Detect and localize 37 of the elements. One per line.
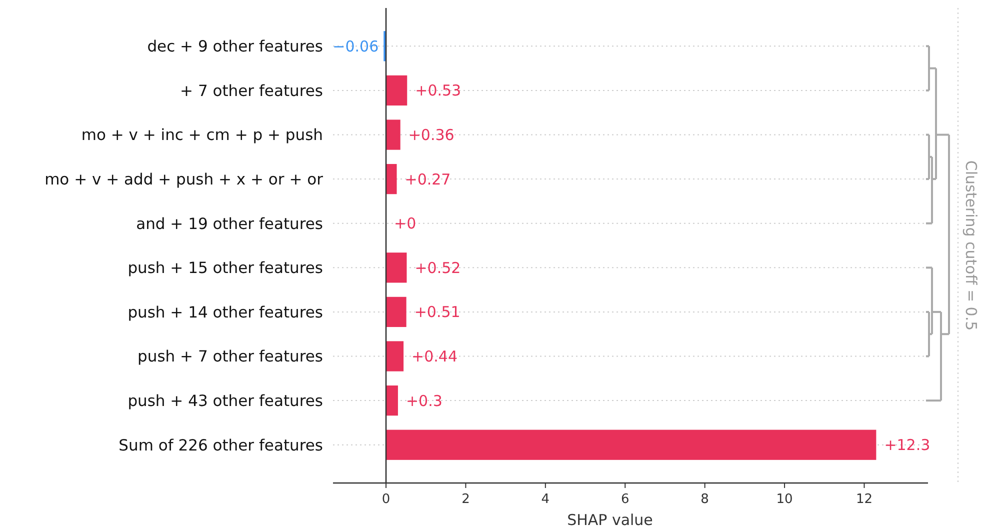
y-tick-label: + 7 other features	[180, 82, 323, 100]
bar	[386, 385, 398, 416]
data-label: +0.52	[414, 258, 461, 277]
bar	[386, 75, 408, 106]
x-tick-label: 12	[856, 492, 873, 507]
y-tick-label: Sum of 226 other features	[118, 436, 323, 454]
bar	[386, 430, 876, 460]
data-label: +0.53	[415, 82, 462, 100]
x-tick-label: 4	[541, 492, 550, 507]
y-tick-label: push + 7 other features	[138, 348, 323, 366]
data-label: +0.27	[404, 170, 451, 188]
data-label: +12.3	[884, 436, 930, 454]
y-tick-label: and + 19 other features	[136, 214, 323, 233]
x-axis-title: SHAP value	[567, 511, 653, 529]
data-label: +0.51	[414, 303, 460, 322]
data-label: +0	[394, 214, 416, 233]
x-tick-label: 8	[700, 492, 709, 507]
x-tick-label: 6	[620, 492, 630, 507]
y-tick-label: mo + v + inc + cm + p + push	[81, 126, 323, 144]
data-label: +0.36	[408, 126, 454, 144]
y-tick-label: push + 14 other features	[128, 303, 323, 322]
y-tick-label: mo + v + add + push + x + or + or	[44, 170, 324, 188]
text: Clustering cutoff = 0.5	[962, 160, 980, 331]
data-label: +0.44	[412, 348, 458, 366]
x-tick-label: 2	[462, 492, 470, 507]
data-label: −0.06	[332, 37, 379, 56]
x-tick-label: 10	[776, 492, 793, 507]
y-tick-label: dec + 9 other features	[147, 38, 323, 56]
bar	[386, 341, 404, 372]
bar	[386, 120, 400, 150]
data-label: +0.3	[406, 392, 442, 410]
bar	[386, 164, 397, 194]
bar	[386, 296, 406, 328]
bar	[386, 252, 407, 283]
y-tick-label: push + 15 other features	[128, 259, 323, 278]
y-tick-label: push + 43 other features	[128, 392, 323, 410]
x-tick-label: 0	[382, 492, 390, 507]
